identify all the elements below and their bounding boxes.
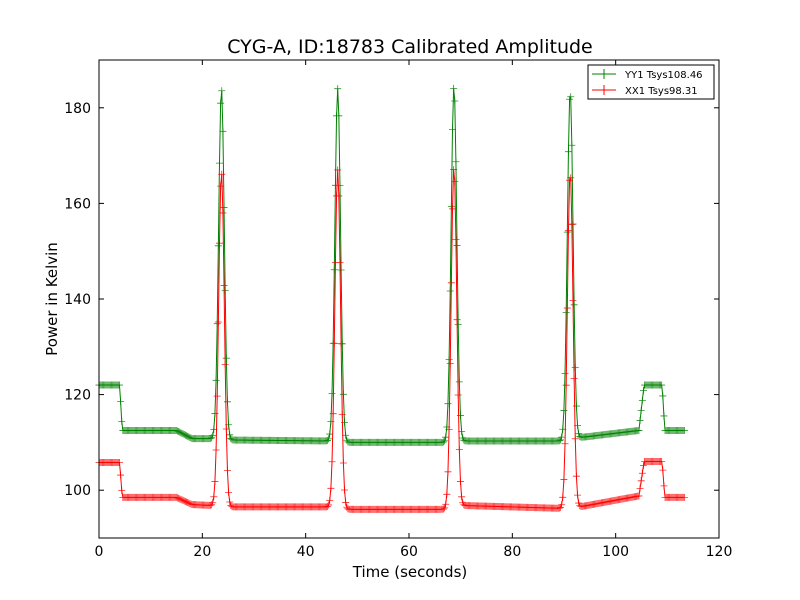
legend-label-yy1: YY1 Tsys108.46	[624, 70, 703, 81]
chart-title: CYG-A, ID:18783 Calibrated Amplitude	[227, 36, 592, 58]
legend-marker-yy1	[599, 69, 609, 79]
x-axis-label: Time (seconds)	[352, 563, 468, 581]
y-tick-label: 100	[64, 483, 91, 499]
y-tick-label: 140	[64, 292, 91, 308]
x-tick-label: 120	[706, 544, 733, 560]
legend-box	[587, 64, 715, 100]
legend: YY1 Tsys108.46 XX1 Tsys98.31	[587, 64, 715, 100]
y-tick-label: 160	[64, 196, 91, 212]
x-tick-label: 80	[503, 544, 521, 560]
legend-marker-xx1	[599, 85, 609, 95]
x-tick-label: 60	[400, 544, 418, 560]
ticks-layer: 0 20 40 60 80 100 120 100 120 140 160 180	[64, 60, 732, 560]
x-tick-label: 40	[297, 544, 315, 560]
y-tick-label: 180	[64, 101, 91, 117]
series-layer	[95, 84, 688, 513]
legend-label-xx1: XX1 Tsys98.31	[625, 86, 698, 97]
x-tick-label: 100	[602, 544, 629, 560]
series-xx1	[95, 166, 688, 513]
y-axis-label: Power in Kelvin	[43, 242, 61, 356]
x-tick-label: 0	[95, 544, 104, 560]
y-tick-label: 120	[64, 388, 91, 404]
x-tick-label: 20	[193, 544, 211, 560]
